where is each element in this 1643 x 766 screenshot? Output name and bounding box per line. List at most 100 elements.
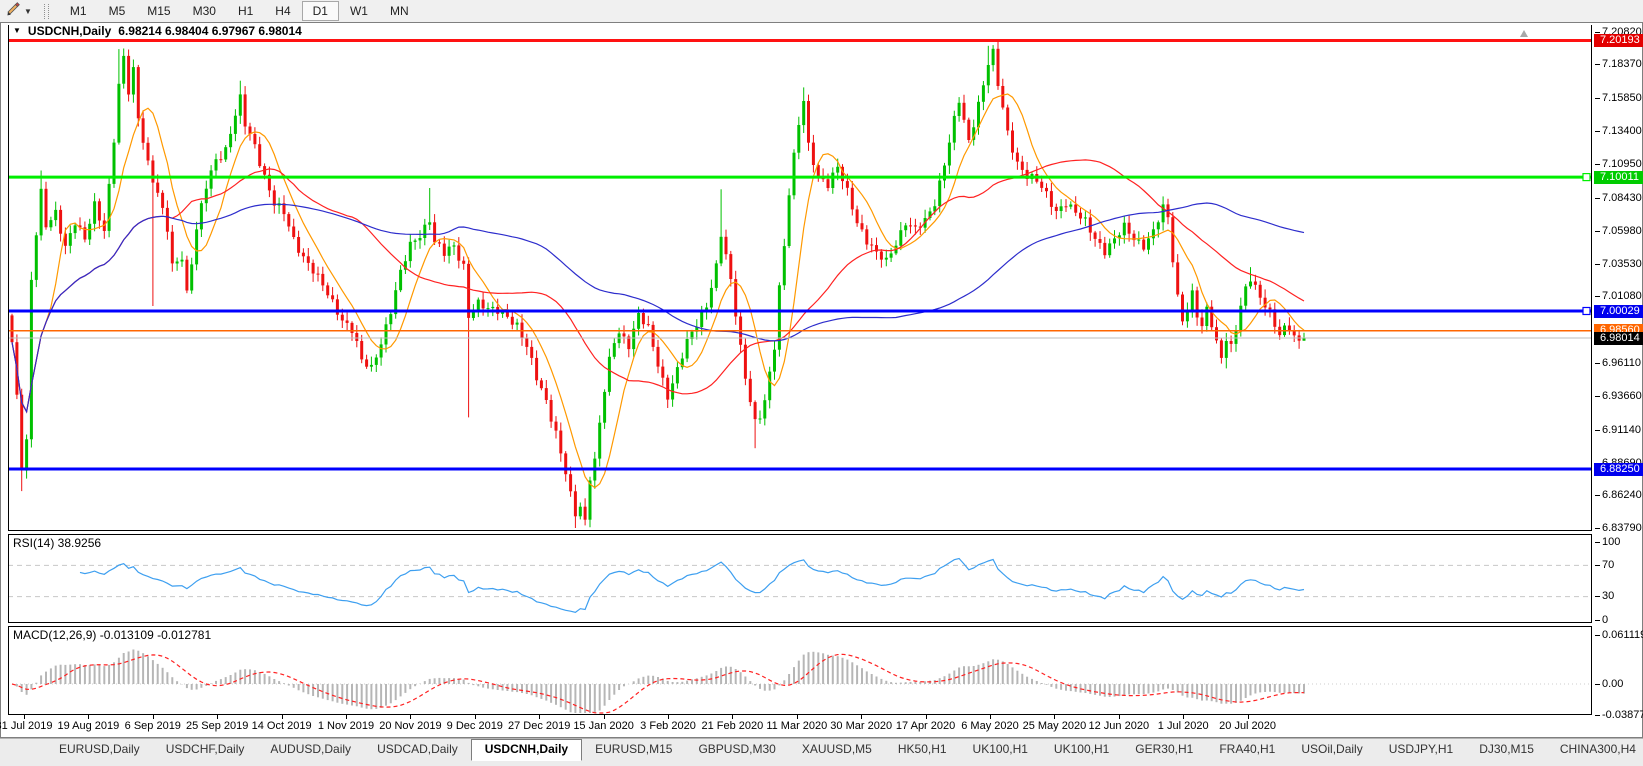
price-tick-7.18370: 7.18370 bbox=[1595, 58, 1642, 71]
chart-ohlc-values: 6.98214 6.98404 6.97967 6.98014 bbox=[118, 23, 302, 38]
crayon-draw-icon[interactable] bbox=[6, 1, 21, 21]
price-badge-7.10011: 7.10011 bbox=[1594, 170, 1643, 184]
date-label: 9 Dec 2019 bbox=[446, 720, 503, 732]
date-label: 27 Dec 2019 bbox=[507, 720, 571, 732]
chart-tab-hk50-h1[interactable]: HK50,H1 bbox=[897, 742, 947, 756]
date-label: 6 Sep 2019 bbox=[124, 720, 181, 732]
date-tick bbox=[346, 715, 347, 719]
timeframe-toolbar: ▼ M1 M5 M15 M30 H1 H4 D1 W1 MN bbox=[0, 0, 1643, 23]
rsi-tick-0: 0 bbox=[1595, 614, 1608, 627]
macd-indicator-pane[interactable] bbox=[8, 626, 1592, 715]
timeframe-button-m5[interactable]: M5 bbox=[108, 4, 126, 18]
price-tick-7.08430: 7.08430 bbox=[1595, 192, 1642, 205]
macd-label: MACD(12,26,9) -0.013109 -0.012781 bbox=[13, 628, 212, 642]
date-axis[interactable]: 31 Jul 2019 19 Aug 2019 6 Sep 2019 25 Sep 2… bbox=[0, 715, 1592, 736]
date-tick bbox=[861, 715, 863, 719]
chart-symbol-title: USDCNH,Daily bbox=[27, 23, 112, 38]
chart-tab-usdchf-daily[interactable]: USDCHF,Daily bbox=[165, 742, 245, 756]
date-tick bbox=[668, 715, 669, 719]
timeframe-button-m30[interactable]: M30 bbox=[192, 4, 216, 18]
date-label: 15 Jan 2020 bbox=[573, 720, 634, 732]
date-tick bbox=[281, 715, 283, 719]
macd-tick-bottom: -0.038777 bbox=[1595, 709, 1643, 722]
price-tick-7.13400: 7.13400 bbox=[1595, 125, 1642, 138]
price-badge-7.20193: 7.20193 bbox=[1594, 34, 1643, 48]
timeframe-button-h1[interactable]: H1 bbox=[237, 4, 254, 18]
chart-tab-uk100-h1[interactable]: UK100,H1 bbox=[972, 742, 1028, 756]
date-label: 25 Sep 2019 bbox=[185, 720, 249, 732]
date-label: 17 Apr 2020 bbox=[895, 720, 956, 732]
collapse-icon[interactable]: ▼ bbox=[13, 26, 21, 35]
date-tick bbox=[1183, 715, 1185, 719]
date-label: 1 Nov 2019 bbox=[317, 720, 375, 732]
main-price-chart[interactable] bbox=[8, 25, 1592, 531]
chart-tab-usdjpy-h1[interactable]: USDJPY,H1 bbox=[1388, 742, 1454, 756]
chart-tab-eurusd-m15[interactable]: EURUSD,M15 bbox=[595, 742, 673, 756]
date-tick bbox=[88, 715, 90, 719]
timeframe-button-w1[interactable]: W1 bbox=[349, 4, 368, 18]
date-tick bbox=[1118, 715, 1120, 719]
timeframe-button-mn[interactable]: MN bbox=[389, 4, 409, 18]
date-tick bbox=[24, 715, 25, 719]
chart-tab-usdcad-daily[interactable]: USDCAD,Daily bbox=[377, 742, 458, 756]
date-label: 11 Mar 2020 bbox=[766, 720, 828, 732]
chart-tab-xauusd-m5[interactable]: XAUUSD,M5 bbox=[801, 742, 872, 756]
chart-tab-uk100-h1[interactable]: UK100,H1 bbox=[1053, 742, 1110, 756]
timeframe-button-d1[interactable]: D1 bbox=[301, 1, 339, 21]
timeframe-button-h4[interactable]: H4 bbox=[275, 4, 291, 18]
date-tick bbox=[217, 715, 219, 719]
timeframe-button-m1[interactable]: M1 bbox=[69, 4, 87, 18]
date-label: 19 Aug 2019 bbox=[57, 720, 120, 732]
date-label: 3 Feb 2020 bbox=[640, 720, 696, 732]
price-axis[interactable]: 7.20820 7.18370 7.15850 7.13400 7.10950 7.084… bbox=[1593, 25, 1643, 721]
chart-tab-usoil-daily[interactable]: USOil,Daily bbox=[1301, 742, 1363, 756]
date-tick bbox=[990, 715, 991, 719]
chevron-down-icon[interactable]: ▼ bbox=[24, 6, 32, 16]
date-label: 6 May 2020 bbox=[961, 720, 1019, 732]
date-tick bbox=[474, 715, 476, 719]
rsi-label: RSI(14) 38.9256 bbox=[13, 536, 102, 550]
rsi-tick-70: 70 bbox=[1595, 559, 1614, 572]
chart-tab-fra40-h1[interactable]: FRA40,H1 bbox=[1219, 742, 1276, 756]
date-tick bbox=[410, 715, 412, 719]
date-label: 12 Jun 2020 bbox=[1088, 720, 1150, 732]
date-tick bbox=[1247, 715, 1249, 719]
chart-window: ▼ USDCNH,Daily 6.98214 6.98404 6.97967 6… bbox=[0, 22, 1643, 738]
timeframe-buttons: M1 M5 M15 M30 H1 H4 D1 W1 MN bbox=[59, 1, 420, 21]
chart-tab-eurusd-daily[interactable]: EURUSD,Daily bbox=[59, 742, 140, 756]
chart-tab-audusd-daily[interactable]: AUDUSD,Daily bbox=[270, 742, 352, 756]
chart-title-bar: ▼ USDCNH,Daily 6.98214 6.98404 6.97967 6… bbox=[13, 23, 302, 38]
date-tick bbox=[925, 715, 927, 719]
price-tick-6.83790: 6.83790 bbox=[1595, 522, 1642, 535]
price-tick-7.15850: 7.15850 bbox=[1595, 92, 1642, 105]
date-label: 21 Feb 2020 bbox=[701, 720, 764, 732]
price-tick-6.86240: 6.86240 bbox=[1595, 489, 1642, 502]
date-tick bbox=[152, 715, 154, 719]
rsi-indicator-pane[interactable] bbox=[8, 534, 1592, 623]
date-tick bbox=[732, 715, 734, 719]
price-badge-7.00029: 7.00029 bbox=[1594, 304, 1643, 318]
toolbar-grip[interactable] bbox=[43, 3, 49, 19]
date-label: 20 Jul 2020 bbox=[1219, 720, 1277, 732]
price-tick-6.93660: 6.93660 bbox=[1595, 390, 1642, 403]
chart-tab-ger30-h1[interactable]: GER30,H1 bbox=[1135, 742, 1194, 756]
chart-tab-gbpusd-m30[interactable]: GBPUSD,M30 bbox=[698, 742, 776, 756]
price-tick-6.96110: 6.96110 bbox=[1595, 357, 1641, 370]
timeframe-button-m15[interactable]: M15 bbox=[147, 4, 171, 18]
date-label: 1 Jul 2020 bbox=[1157, 720, 1209, 732]
rsi-tick-100: 100 bbox=[1595, 536, 1620, 549]
date-tick bbox=[539, 715, 541, 719]
chart-tab-dj30-m15[interactable]: DJ30,M15 bbox=[1479, 742, 1534, 756]
price-badge-6.98014: 6.98014 bbox=[1594, 331, 1643, 345]
price-tick-7.01080: 7.01080 bbox=[1595, 290, 1642, 303]
price-tick-7.10950: 7.10950 bbox=[1595, 158, 1642, 171]
price-tick-7.05980: 7.05980 bbox=[1595, 225, 1642, 238]
chart-tab-usdcnh-daily[interactable]: USDCNH,Daily bbox=[470, 739, 583, 761]
rsi-tick-30: 30 bbox=[1595, 590, 1614, 603]
date-label: 14 Oct 2019 bbox=[251, 720, 312, 732]
date-label: 20 Nov 2019 bbox=[379, 720, 442, 732]
date-tick bbox=[603, 715, 605, 719]
chart-tab-china300-h4[interactable]: CHINA300,H4 bbox=[1559, 742, 1636, 756]
price-tick-6.91140: 6.91140 bbox=[1595, 424, 1641, 437]
